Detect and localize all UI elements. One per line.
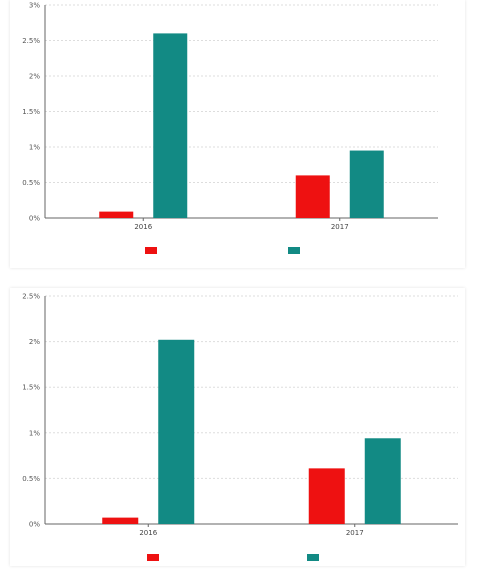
chart0-ytick-label: 1.5% <box>22 108 40 116</box>
chart1-category-label: 2017 <box>346 529 364 537</box>
chart1-ytick-label: 0.5% <box>22 475 40 483</box>
chart1-bar-2017-series-2 <box>364 438 401 524</box>
chart0-bar-2017-series-2 <box>349 150 384 218</box>
chart1-bar-2017-series-1 <box>308 468 345 524</box>
chart0-ytick-label: 0.5% <box>22 179 40 187</box>
chart0-ytick-label: 2% <box>29 73 40 81</box>
chart0-category-label: 2016 <box>134 223 152 231</box>
chart0-ytick-label: 0% <box>29 215 40 223</box>
chart1-legend-swatch-1 <box>147 554 159 561</box>
chart1-legend-swatch-2 <box>307 554 319 561</box>
chart0-legend-swatch-1 <box>145 247 157 254</box>
chart1-ytick-label: 2% <box>29 338 40 346</box>
chart0-bar-2016-series-1 <box>99 211 134 218</box>
bar-chart-bottom: 0% 0.5% 1% 1.5% 2% 2.5% 2016 2017 <box>22 293 458 561</box>
chart1-category-label: 2016 <box>139 529 157 537</box>
chart0-bar-2016-series-2 <box>153 33 188 219</box>
chart1-ytick-label: 1% <box>29 429 40 437</box>
chart1-bar-2016-series-2 <box>158 339 195 524</box>
chart1-ytick-label: 1.5% <box>22 384 40 392</box>
chart0-category-label: 2017 <box>331 223 349 231</box>
chart0-legend-swatch-2 <box>288 247 300 254</box>
chart1-ytick-label: 2.5% <box>22 293 40 301</box>
chart-panel-top: 0% 0.5% 1% 1.5% 2% 2.5% 3% 2016 2017 <box>10 0 465 268</box>
caption-text <box>10 566 465 573</box>
bar-chart-top: 0% 0.5% 1% 1.5% 2% 2.5% 3% 2016 2017 <box>22 2 438 254</box>
chart1-bar-2016-series-1 <box>102 517 139 524</box>
chart0-ytick-label: 3% <box>29 2 40 10</box>
chart1-ytick-label: 0% <box>29 521 40 529</box>
chart0-ytick-label: 2.5% <box>22 37 40 45</box>
chart0-bar-2017-series-1 <box>295 175 330 218</box>
chart0-ytick-label: 1% <box>29 144 40 152</box>
chart-panel-bottom: 0% 0.5% 1% 1.5% 2% 2.5% 2016 2017 <box>10 288 465 566</box>
